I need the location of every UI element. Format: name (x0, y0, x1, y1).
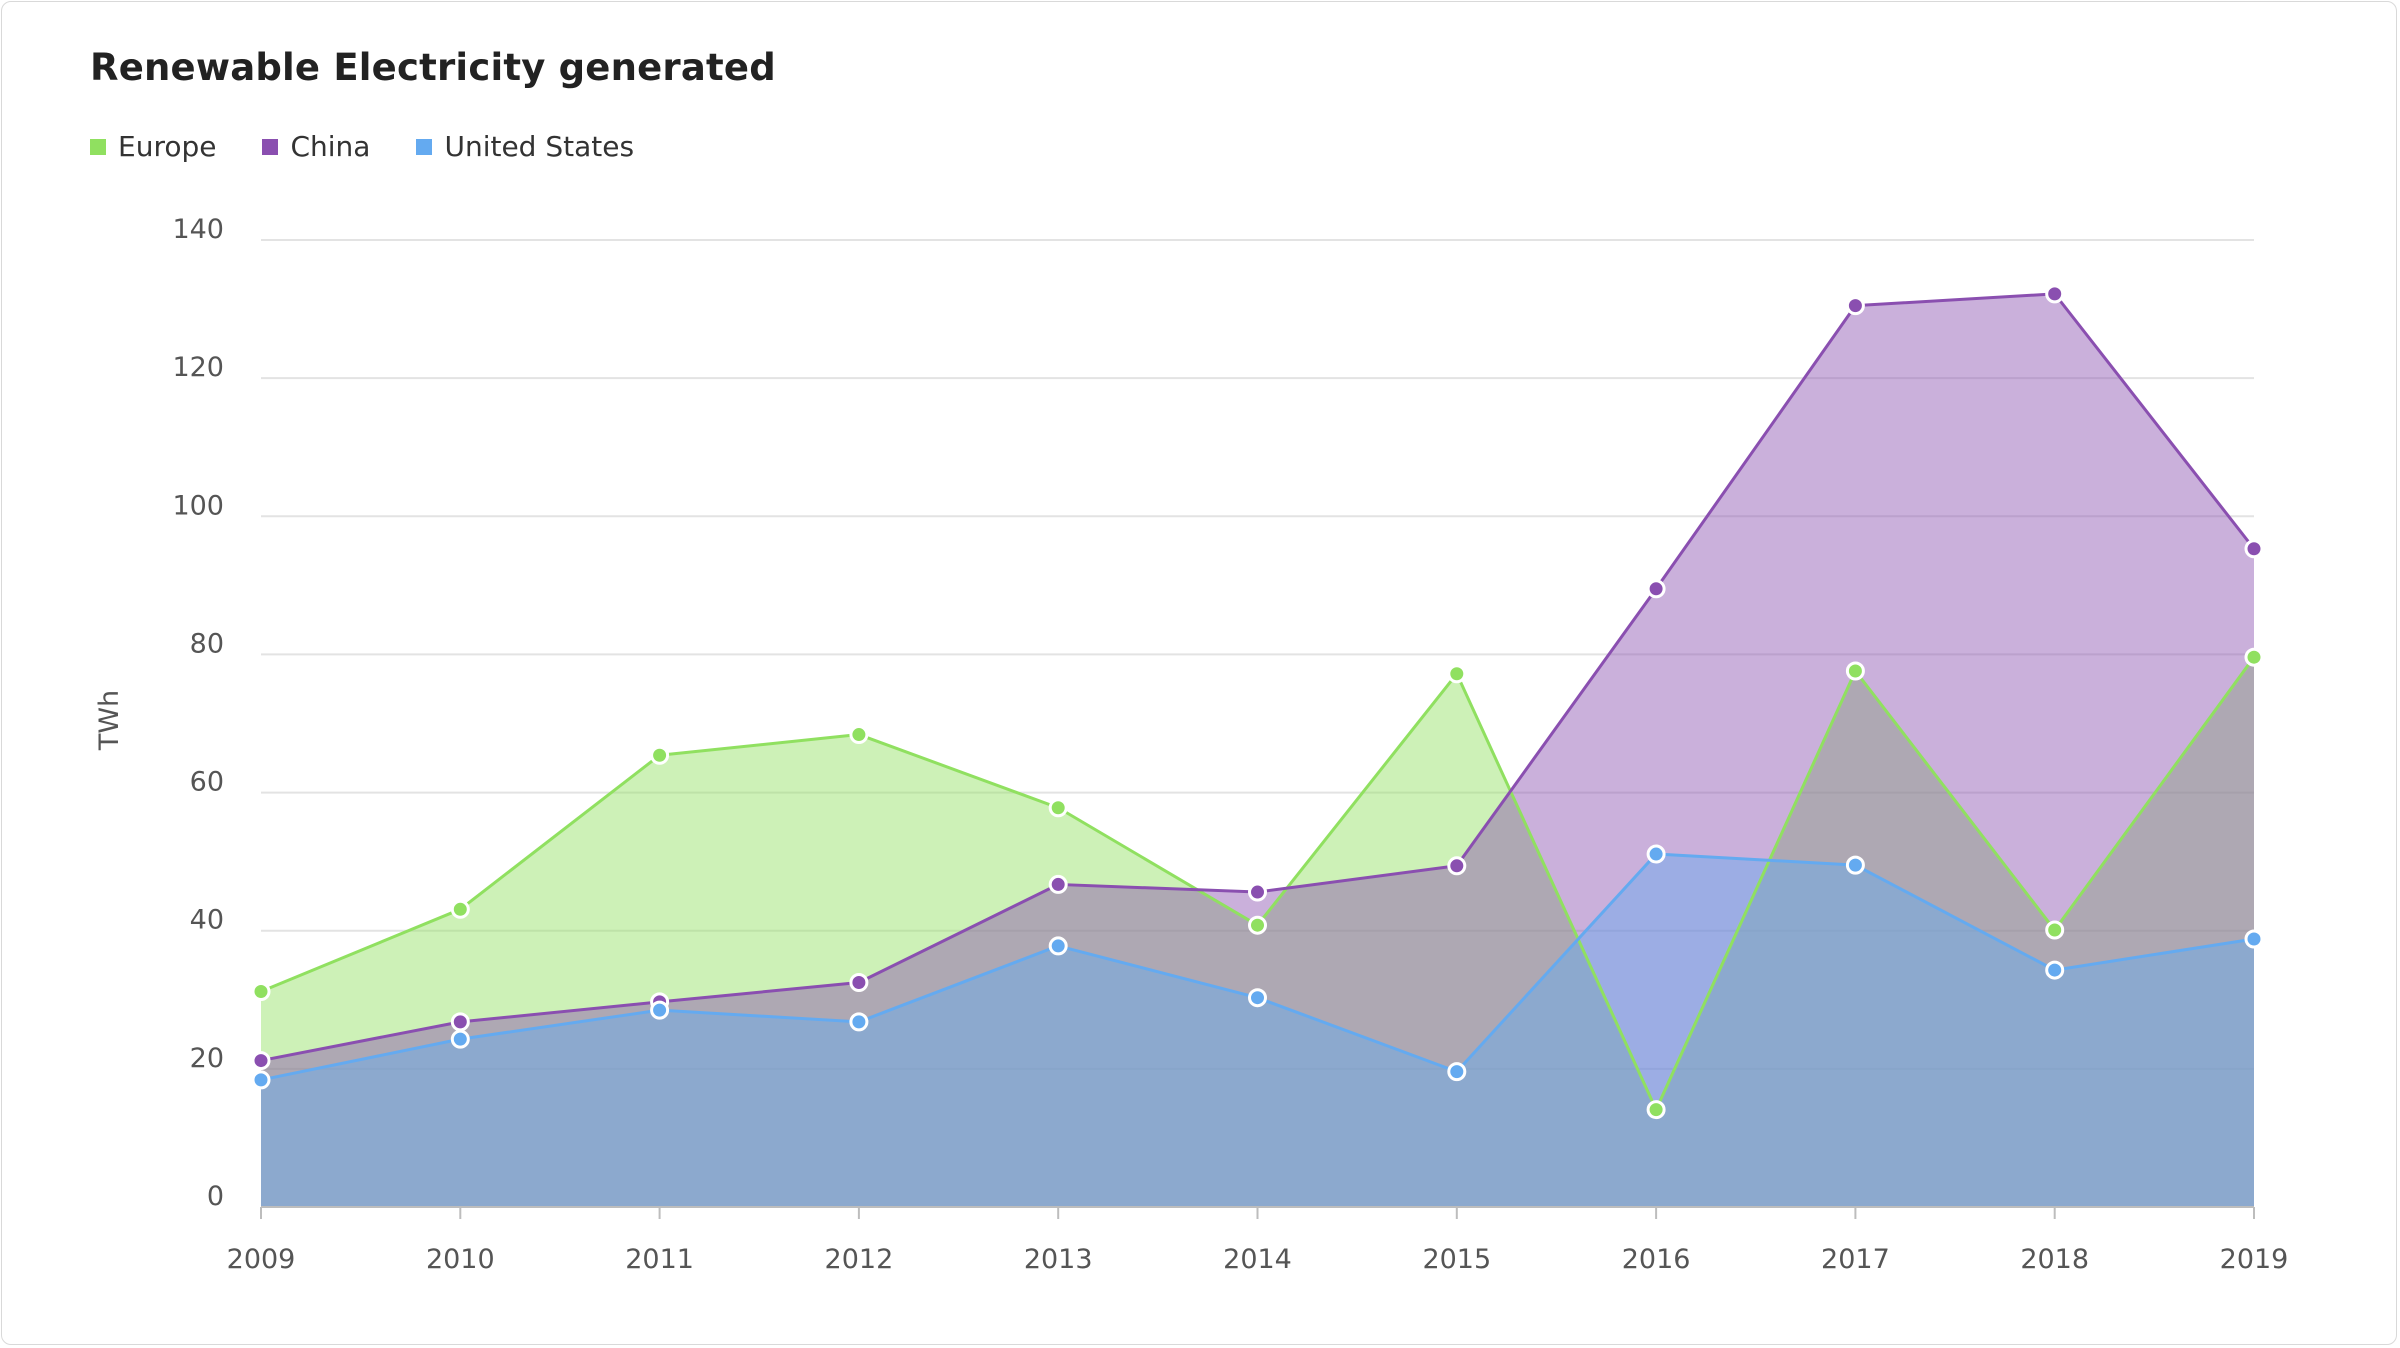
x-tick-label: 2013 (1024, 1244, 1093, 1275)
point-united-states[interactable] (1447, 1062, 1467, 1082)
point-united-states[interactable] (650, 1000, 670, 1020)
x-tick-label: 2011 (625, 1244, 694, 1275)
area-china (261, 293, 2254, 1207)
x-tick-label: 2016 (1622, 1244, 1691, 1275)
point-china[interactable] (251, 1051, 271, 1071)
point-europe[interactable] (2244, 647, 2264, 667)
legend-item-china[interactable]: China (262, 130, 370, 163)
point-china[interactable] (1447, 856, 1467, 876)
point-europe[interactable] (650, 745, 670, 765)
y-axis-label: TWh (94, 690, 125, 751)
point-united-states[interactable] (450, 1029, 470, 1049)
legend-item-united-states[interactable]: United States (416, 130, 634, 163)
x-tick-label: 2019 (2220, 1244, 2289, 1275)
x-tick-label: 2015 (1422, 1244, 1491, 1275)
axes: 0 20 40 60 80 100 120 140 2009 2010 2011 2012 2013 20… (172, 214, 2288, 1275)
point-europe[interactable] (1845, 661, 1865, 681)
point-china[interactable] (450, 1012, 470, 1032)
series-points (251, 284, 2264, 1120)
point-united-states[interactable] (1646, 844, 1666, 864)
y-tick-label: 120 (172, 352, 224, 383)
point-china[interactable] (2244, 539, 2264, 559)
point-europe[interactable] (1646, 1100, 1666, 1120)
y-tick-label: 80 (190, 628, 224, 659)
y-tick-label: 60 (190, 767, 224, 798)
legend-label-china: China (290, 130, 371, 163)
x-tick-label: 2017 (1821, 1244, 1890, 1275)
legend-label-united-states: United States (444, 130, 635, 163)
x-tick-label: 2014 (1223, 1244, 1292, 1275)
point-china[interactable] (849, 973, 869, 993)
point-united-states[interactable] (849, 1012, 869, 1032)
point-europe[interactable] (251, 981, 271, 1001)
point-china[interactable] (1845, 296, 1865, 316)
point-europe[interactable] (849, 725, 869, 745)
point-china[interactable] (1048, 874, 1068, 894)
point-united-states[interactable] (1845, 855, 1865, 875)
area-united-states (261, 854, 2254, 1207)
legend-swatch-europe (90, 138, 106, 155)
y-tick-label: 140 (172, 214, 224, 245)
x-tick-label: 2009 (227, 1244, 296, 1275)
y-tick-label: 100 (172, 490, 224, 521)
series-areas (261, 293, 2254, 1207)
legend-label-europe: Europe (118, 130, 217, 163)
legend-swatch-united-states (416, 138, 433, 155)
point-europe[interactable] (1447, 664, 1467, 684)
x-tick-label: 2012 (825, 1244, 894, 1275)
point-china[interactable] (1248, 882, 1267, 902)
point-united-states[interactable] (251, 1070, 271, 1090)
x-tick-label: 2010 (426, 1244, 495, 1275)
point-united-states[interactable] (1248, 988, 1267, 1008)
point-europe[interactable] (450, 899, 470, 919)
point-europe[interactable] (1248, 915, 1267, 935)
legend-item-europe[interactable]: Europe (90, 130, 216, 163)
x-tick-label: 2018 (2020, 1244, 2089, 1275)
y-tick-label: 20 (190, 1043, 224, 1074)
point-europe[interactable] (2045, 920, 2065, 940)
point-united-states[interactable] (2244, 929, 2264, 949)
legend-swatch-china (262, 138, 279, 155)
y-tick-label: 40 (190, 905, 224, 936)
legend: Europe China United States (90, 130, 680, 163)
point-united-states[interactable] (1048, 936, 1068, 956)
point-china[interactable] (2045, 284, 2065, 304)
chart-title: Renewable Electricity generated (90, 46, 776, 89)
point-china[interactable] (1646, 579, 1666, 599)
point-united-states[interactable] (2045, 960, 2065, 980)
y-tick-label: 0 (207, 1181, 224, 1212)
point-europe[interactable] (1048, 798, 1068, 818)
